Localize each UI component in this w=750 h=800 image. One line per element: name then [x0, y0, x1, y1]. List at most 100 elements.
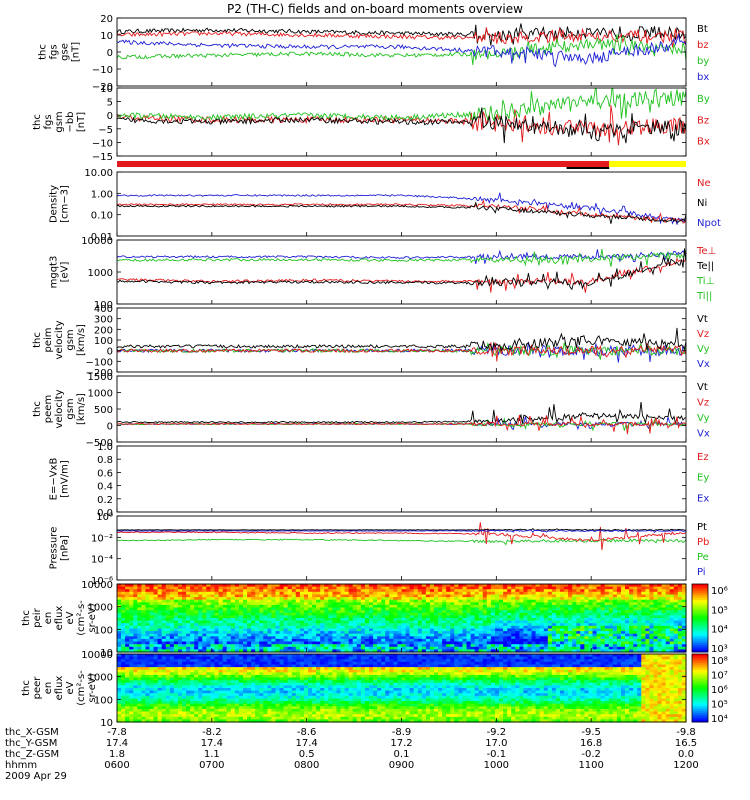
spectrogram-cell: [523, 618, 529, 622]
spectrogram-cell: [389, 646, 394, 650]
spectrogram-cell: [409, 612, 415, 616]
spectrogram-cell: [226, 618, 232, 622]
spectrogram-cell: [442, 641, 447, 645]
spectrogram-cell: [145, 644, 151, 648]
spectrogram-cell: [247, 667, 252, 671]
spectrogram-cell: [121, 610, 126, 614]
spectrogram-cell: [434, 589, 439, 593]
spectrogram-cell: [247, 716, 252, 720]
spectrogram-cell: [336, 612, 342, 616]
spectrogram-cell: [287, 615, 293, 619]
spectrogram-cell: [121, 620, 126, 624]
spectrogram-cell: [389, 620, 394, 624]
spectrogram-cell: [641, 584, 646, 588]
spectrogram-cell: [608, 612, 614, 616]
spectrogram-cell: [165, 602, 171, 606]
spectrogram-cell: [356, 636, 362, 640]
spectrogram-cell: [210, 693, 216, 697]
spectrogram-cell: [531, 594, 537, 598]
spectrogram-cell: [117, 623, 122, 627]
spectrogram-cell: [230, 711, 236, 715]
spectrogram-cell: [381, 584, 386, 588]
spectrogram-cell: [377, 628, 382, 632]
spectrogram-cell: [604, 591, 610, 595]
series-line-Pb: [117, 522, 686, 551]
spectrogram-cell: [551, 615, 557, 619]
ytick-label: 10: [100, 648, 113, 659]
spectrogram-cell: [511, 636, 516, 640]
spectrogram-cell: [470, 623, 476, 627]
spectrogram-cell: [397, 641, 403, 645]
colorbar-tick-label: 10⁵: [711, 605, 728, 616]
spectrogram-cell: [279, 604, 285, 609]
spectrogram-cell: [600, 644, 606, 648]
spectrogram-cell: [478, 649, 484, 653]
spectrogram-cell: [125, 620, 130, 624]
spectrogram-cell: [677, 638, 683, 643]
spectrogram-cell: [202, 661, 207, 665]
spectrogram-cell: [584, 607, 590, 611]
spectrogram-cell: [157, 688, 163, 692]
spectrogram-cell: [267, 716, 273, 720]
spectrogram-cell: [234, 661, 240, 665]
spectrogram-cell: [434, 620, 439, 624]
spectrogram-cell: [324, 584, 329, 588]
spectrogram-cell: [161, 615, 167, 619]
spectrogram-cell: [369, 586, 374, 590]
spectrogram-cell: [186, 589, 191, 593]
spectrogram-cell: [584, 625, 590, 629]
spectrogram-cell: [478, 628, 484, 632]
spectrogram-cell: [352, 604, 358, 609]
spectrogram-cell: [336, 618, 342, 622]
spectrogram-cell: [137, 628, 142, 632]
spectrogram-cell: [178, 599, 183, 603]
spectrogram-cell: [299, 644, 305, 648]
spectrogram-cell: [397, 602, 403, 606]
spectrogram-cell: [352, 638, 358, 643]
spectrogram-cell: [190, 615, 195, 619]
spectrogram-cell: [677, 589, 683, 593]
spectrogram-cell: [234, 589, 240, 593]
spectrogram-cell: [243, 607, 248, 611]
spectrogram-cell: [336, 620, 342, 624]
spectrogram-cell: [515, 638, 520, 643]
spectrogram-cell: [117, 714, 122, 718]
spectrogram-cell: [584, 620, 590, 624]
spectrogram-cell: [173, 631, 179, 635]
spectrogram-cell: [360, 620, 366, 624]
spectrogram-cell: [681, 586, 687, 590]
spectrogram-cell: [429, 589, 435, 593]
spectrogram-cell: [271, 610, 277, 614]
spectrogram-cell: [332, 604, 338, 609]
spectrogram-cell: [438, 625, 443, 629]
spectrogram-cell: [283, 636, 289, 640]
spectrogram-cell: [442, 646, 447, 650]
spectrogram-cell: [190, 633, 195, 637]
spectrogram-cell: [145, 594, 151, 598]
spectrogram-cell: [149, 597, 155, 601]
spectrogram-cell: [173, 584, 179, 588]
spectrogram-cell: [198, 706, 203, 710]
spectrogram-cell: [218, 698, 224, 702]
spectrogram-cell: [588, 597, 594, 601]
spectrogram-cell: [551, 610, 557, 614]
spectrogram-cell: [519, 602, 525, 606]
spectrogram-cell: [478, 641, 484, 645]
spectrogram-cell: [125, 667, 130, 671]
spectrogram-cell: [438, 604, 443, 609]
spectrogram-cell: [621, 589, 626, 593]
spectrogram-cell: [474, 628, 480, 632]
spectrogram-cell: [669, 591, 675, 595]
legend-item: Ex: [697, 493, 709, 504]
spectrogram-cell: [137, 708, 142, 713]
spectrogram-cell: [551, 646, 557, 650]
spectrogram-cell: [243, 620, 248, 624]
spectrogram-cell: [442, 620, 447, 624]
spectrogram-cell: [446, 649, 451, 653]
spectrogram-cell: [478, 594, 484, 598]
spectrogram-cell: [206, 633, 212, 637]
spectrogram-cell: [543, 607, 549, 611]
spectrogram-cell: [226, 708, 232, 713]
spectrogram-cell: [393, 615, 399, 619]
spectrogram-cell: [271, 633, 277, 637]
